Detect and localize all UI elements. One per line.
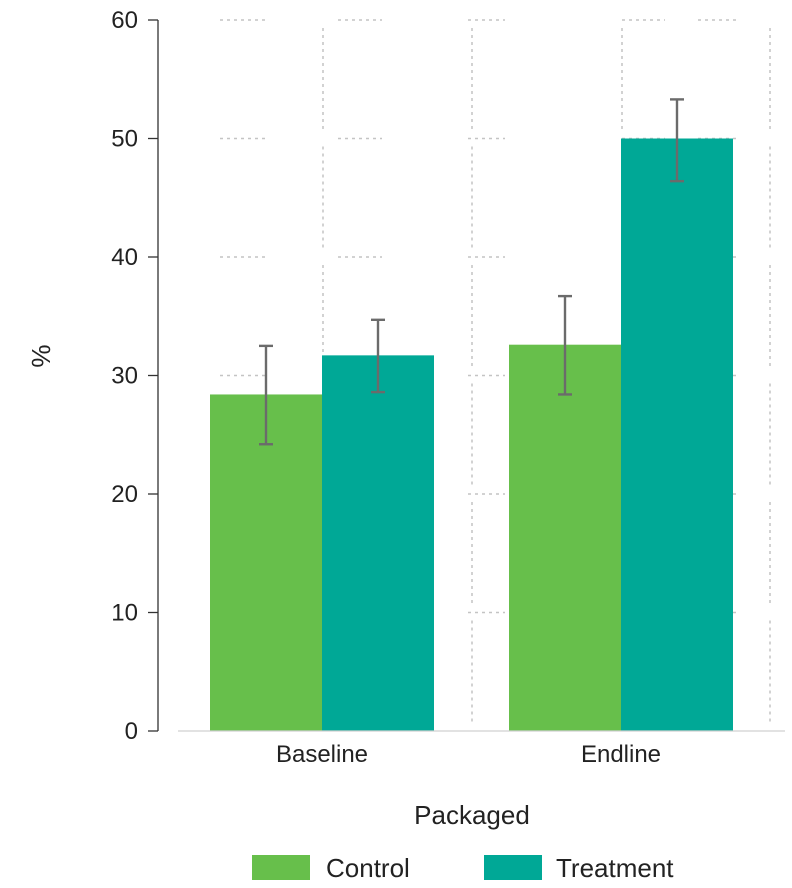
y-tick-label: 40 <box>111 244 138 271</box>
legend-label: Treatment <box>556 853 674 883</box>
legend: Control Treatment <box>252 853 674 883</box>
y-tick-label: 10 <box>111 600 138 627</box>
bar-treatment-endline <box>621 138 733 731</box>
legend-item-control: Control <box>252 853 410 883</box>
legend-swatch <box>252 855 310 880</box>
y-tick-label: 60 <box>111 7 138 34</box>
error-bar-control-baseline <box>259 344 273 446</box>
x-axis-title: Packaged <box>414 800 530 830</box>
y-axis-title: % <box>26 344 56 367</box>
y-tick-label: 20 <box>111 481 138 508</box>
bars <box>210 138 733 731</box>
x-axis-categories: Baseline Endline <box>276 741 661 768</box>
y-tick-label: 0 <box>125 718 138 745</box>
x-category-label: Baseline <box>276 741 368 768</box>
bar-treatment-baseline <box>322 355 434 731</box>
x-category-label: Endline <box>581 741 661 768</box>
y-tick-label: 30 <box>111 363 138 390</box>
legend-swatch <box>484 855 542 880</box>
y-axis: 0 10 20 30 40 50 60 <box>111 7 785 745</box>
bar-control-endline <box>509 344 621 731</box>
error-bar-treatment-baseline <box>371 318 385 394</box>
bar-control-baseline <box>210 394 322 731</box>
y-tick-label: 50 <box>111 126 138 153</box>
error-bars <box>259 98 684 446</box>
legend-item-treatment: Treatment <box>484 853 674 883</box>
legend-label: Control <box>326 853 410 883</box>
error-bar-control-endline <box>558 294 572 396</box>
error-bar-treatment-endline <box>670 98 684 183</box>
